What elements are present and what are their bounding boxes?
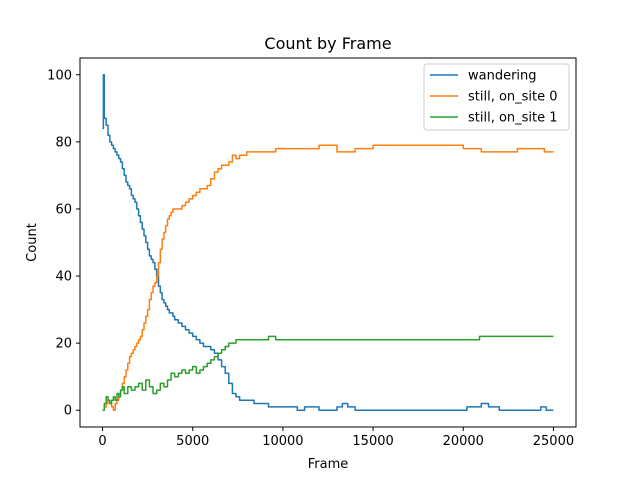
- legend-label-0: wandering: [468, 69, 537, 84]
- x-tick-label: 10000: [262, 434, 303, 449]
- legend-box: [423, 63, 570, 131]
- y-axis-label: Count: [25, 223, 40, 262]
- y-tick-label: 0: [64, 404, 72, 419]
- series-line-1: [102, 144, 554, 411]
- plot-layer: [102, 74, 554, 411]
- series-line-2: [102, 335, 554, 411]
- x-tick-label: 15000: [352, 434, 393, 449]
- x-tick-label: 5000: [176, 434, 209, 449]
- y-axis-ticks: 0 20 40 60 80 100: [47, 68, 80, 419]
- series-line-0: [102, 74, 554, 411]
- plot-frame: [79, 57, 577, 428]
- y-tick-label: 40: [55, 270, 72, 285]
- legend-label-1: still, on_site 0: [468, 90, 558, 105]
- y-tick-label: 100: [47, 68, 72, 83]
- legend: wandering still, on_site 0 still, on_site …: [423, 63, 570, 131]
- y-tick-label: 20: [55, 337, 72, 352]
- legend-label-2: still, on_site 1: [468, 111, 558, 126]
- chart-title: Count by Frame: [264, 34, 391, 53]
- x-tick-label: 25000: [533, 434, 574, 449]
- y-tick-label: 80: [55, 135, 72, 150]
- x-axis-label: Frame: [308, 457, 349, 472]
- x-tick-label: 0: [98, 434, 106, 449]
- x-tick-label: 20000: [443, 434, 484, 449]
- y-tick-label: 60: [55, 202, 72, 217]
- x-axis-ticks: 0 5000 10000 15000 20000 25000: [98, 427, 574, 449]
